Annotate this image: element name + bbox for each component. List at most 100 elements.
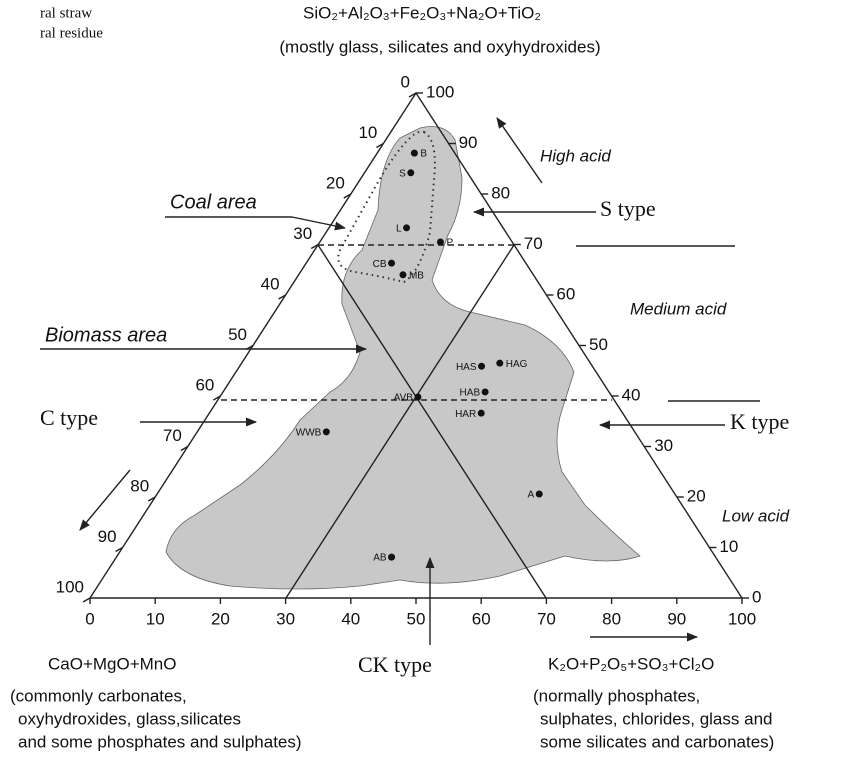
left-tick-label: 0 (401, 72, 410, 91)
data-point (436, 238, 444, 246)
left-tick-label: 70 (163, 426, 182, 445)
zone-label: Low acid (722, 506, 790, 525)
type-label: S type (600, 196, 656, 221)
point-label: AVB (394, 393, 414, 404)
right-tick-label: 20 (687, 486, 706, 505)
type-label: K type (730, 409, 789, 434)
point-label: MB (409, 270, 424, 281)
left-tick-label: 100 (56, 577, 84, 596)
arrow (291, 216, 347, 231)
data-point (410, 149, 418, 157)
left-tick-label: 40 (261, 274, 280, 293)
tick-mark (376, 142, 384, 149)
left-tick-label: 80 (130, 476, 149, 495)
left-tick-label: 60 (195, 375, 214, 394)
data-point (322, 428, 330, 436)
ck-boundary (285, 244, 515, 599)
bottom-tick-label: 0 (85, 609, 94, 628)
right-tick-label: 10 (719, 537, 738, 556)
bottom-tick-label: 90 (667, 609, 686, 628)
legend-fragment: ral straw (40, 5, 92, 21)
zone-label: High acid (540, 146, 611, 165)
right-vertex-description: (normally phosphates, (533, 686, 700, 705)
data-point (477, 409, 485, 417)
point-label: A (528, 490, 535, 501)
right-tick-label: 70 (524, 234, 543, 253)
data-point (388, 259, 396, 267)
bottom-tick-label: 10 (146, 609, 165, 628)
zone-label: Medium acid (630, 299, 727, 318)
data-point (478, 362, 486, 370)
point-label: HAB (460, 388, 481, 399)
point-label: S (399, 168, 406, 179)
left-tick-label: 10 (358, 123, 377, 142)
tick-mark (115, 546, 123, 553)
data-point (481, 388, 489, 396)
left-tick-label: 90 (98, 527, 117, 546)
right-tick-label: 30 (654, 436, 673, 455)
point-label: HAG (506, 359, 528, 370)
data-point (403, 224, 411, 232)
data-point (399, 271, 407, 279)
bottom-tick-label: 20 (211, 609, 230, 628)
arrow (79, 469, 131, 531)
type-label: C type (40, 405, 98, 430)
bottom-tick-label: 60 (472, 609, 491, 628)
tick-mark (310, 243, 319, 250)
data-point (388, 553, 396, 561)
right-tick-label: 100 (426, 82, 454, 101)
data-point (407, 169, 415, 177)
top-vertex-description: (mostly glass, silicates and oxyhydroxid… (279, 37, 600, 56)
data-point (535, 490, 543, 498)
coal-region (337, 130, 436, 284)
area-label: Biomass area (45, 324, 167, 346)
bottom-tick-label: 100 (728, 609, 756, 628)
data-point (496, 359, 504, 367)
bottom-tick-label: 40 (341, 609, 360, 628)
point-label: B (420, 149, 427, 160)
point-label: HAR (455, 409, 476, 420)
right-tick-label: 40 (622, 385, 641, 404)
right-vertex-label: K₂O+P₂O₅+SO₃+Cl₂O (548, 654, 714, 673)
legend-fragment: ral residue (40, 25, 103, 41)
tick-mark (180, 445, 189, 452)
arrow (496, 117, 543, 184)
top-vertex-label: SiO₂+Al₂O₃+Fe₂O₃+Na₂O+TiO₂ (303, 3, 541, 22)
area-label: Coal area (170, 191, 257, 213)
left-vertex-description: and some phosphates and sulphates) (18, 732, 302, 751)
left-tick-label: 20 (326, 173, 345, 192)
data-point (414, 393, 422, 401)
left-vertex-description: oxyhydroxides, glass,silicates (18, 709, 241, 728)
bottom-tick-label: 70 (537, 609, 556, 628)
tick-mark (343, 193, 352, 199)
ck-boundary (317, 244, 547, 599)
tick-mark (245, 344, 254, 351)
point-label: P (446, 238, 453, 249)
point-label: CB (373, 259, 387, 270)
type-label: CK type (358, 652, 432, 677)
right-vertex-description: some silicates and carbonates) (540, 732, 774, 751)
left-tick-label: 30 (293, 224, 312, 243)
tick-mark (408, 92, 417, 98)
left-vertex-description: (commonly carbonates, (10, 686, 187, 705)
right-tick-label: 50 (589, 335, 608, 354)
right-tick-label: 80 (491, 183, 510, 202)
bottom-tick-label: 30 (276, 609, 295, 628)
bottom-tick-label: 50 (407, 609, 426, 628)
tick-mark (213, 395, 221, 401)
tick-mark (278, 294, 286, 300)
point-label: HAS (456, 362, 477, 373)
left-tick-label: 50 (228, 325, 247, 344)
left-vertex-label: CaO+MgO+MnO (48, 654, 177, 673)
bottom-tick-label: 80 (602, 609, 621, 628)
point-label: WWB (296, 427, 322, 438)
right-tick-label: 60 (556, 284, 575, 303)
tick-mark (147, 496, 156, 502)
point-label: L (396, 223, 402, 234)
right-tick-label: 90 (459, 133, 478, 152)
right-vertex-description: sulphates, chlorides, glass and (540, 709, 772, 728)
right-tick-label: 0 (752, 587, 761, 606)
tick-mark (82, 597, 91, 603)
point-label: AB (373, 553, 387, 564)
